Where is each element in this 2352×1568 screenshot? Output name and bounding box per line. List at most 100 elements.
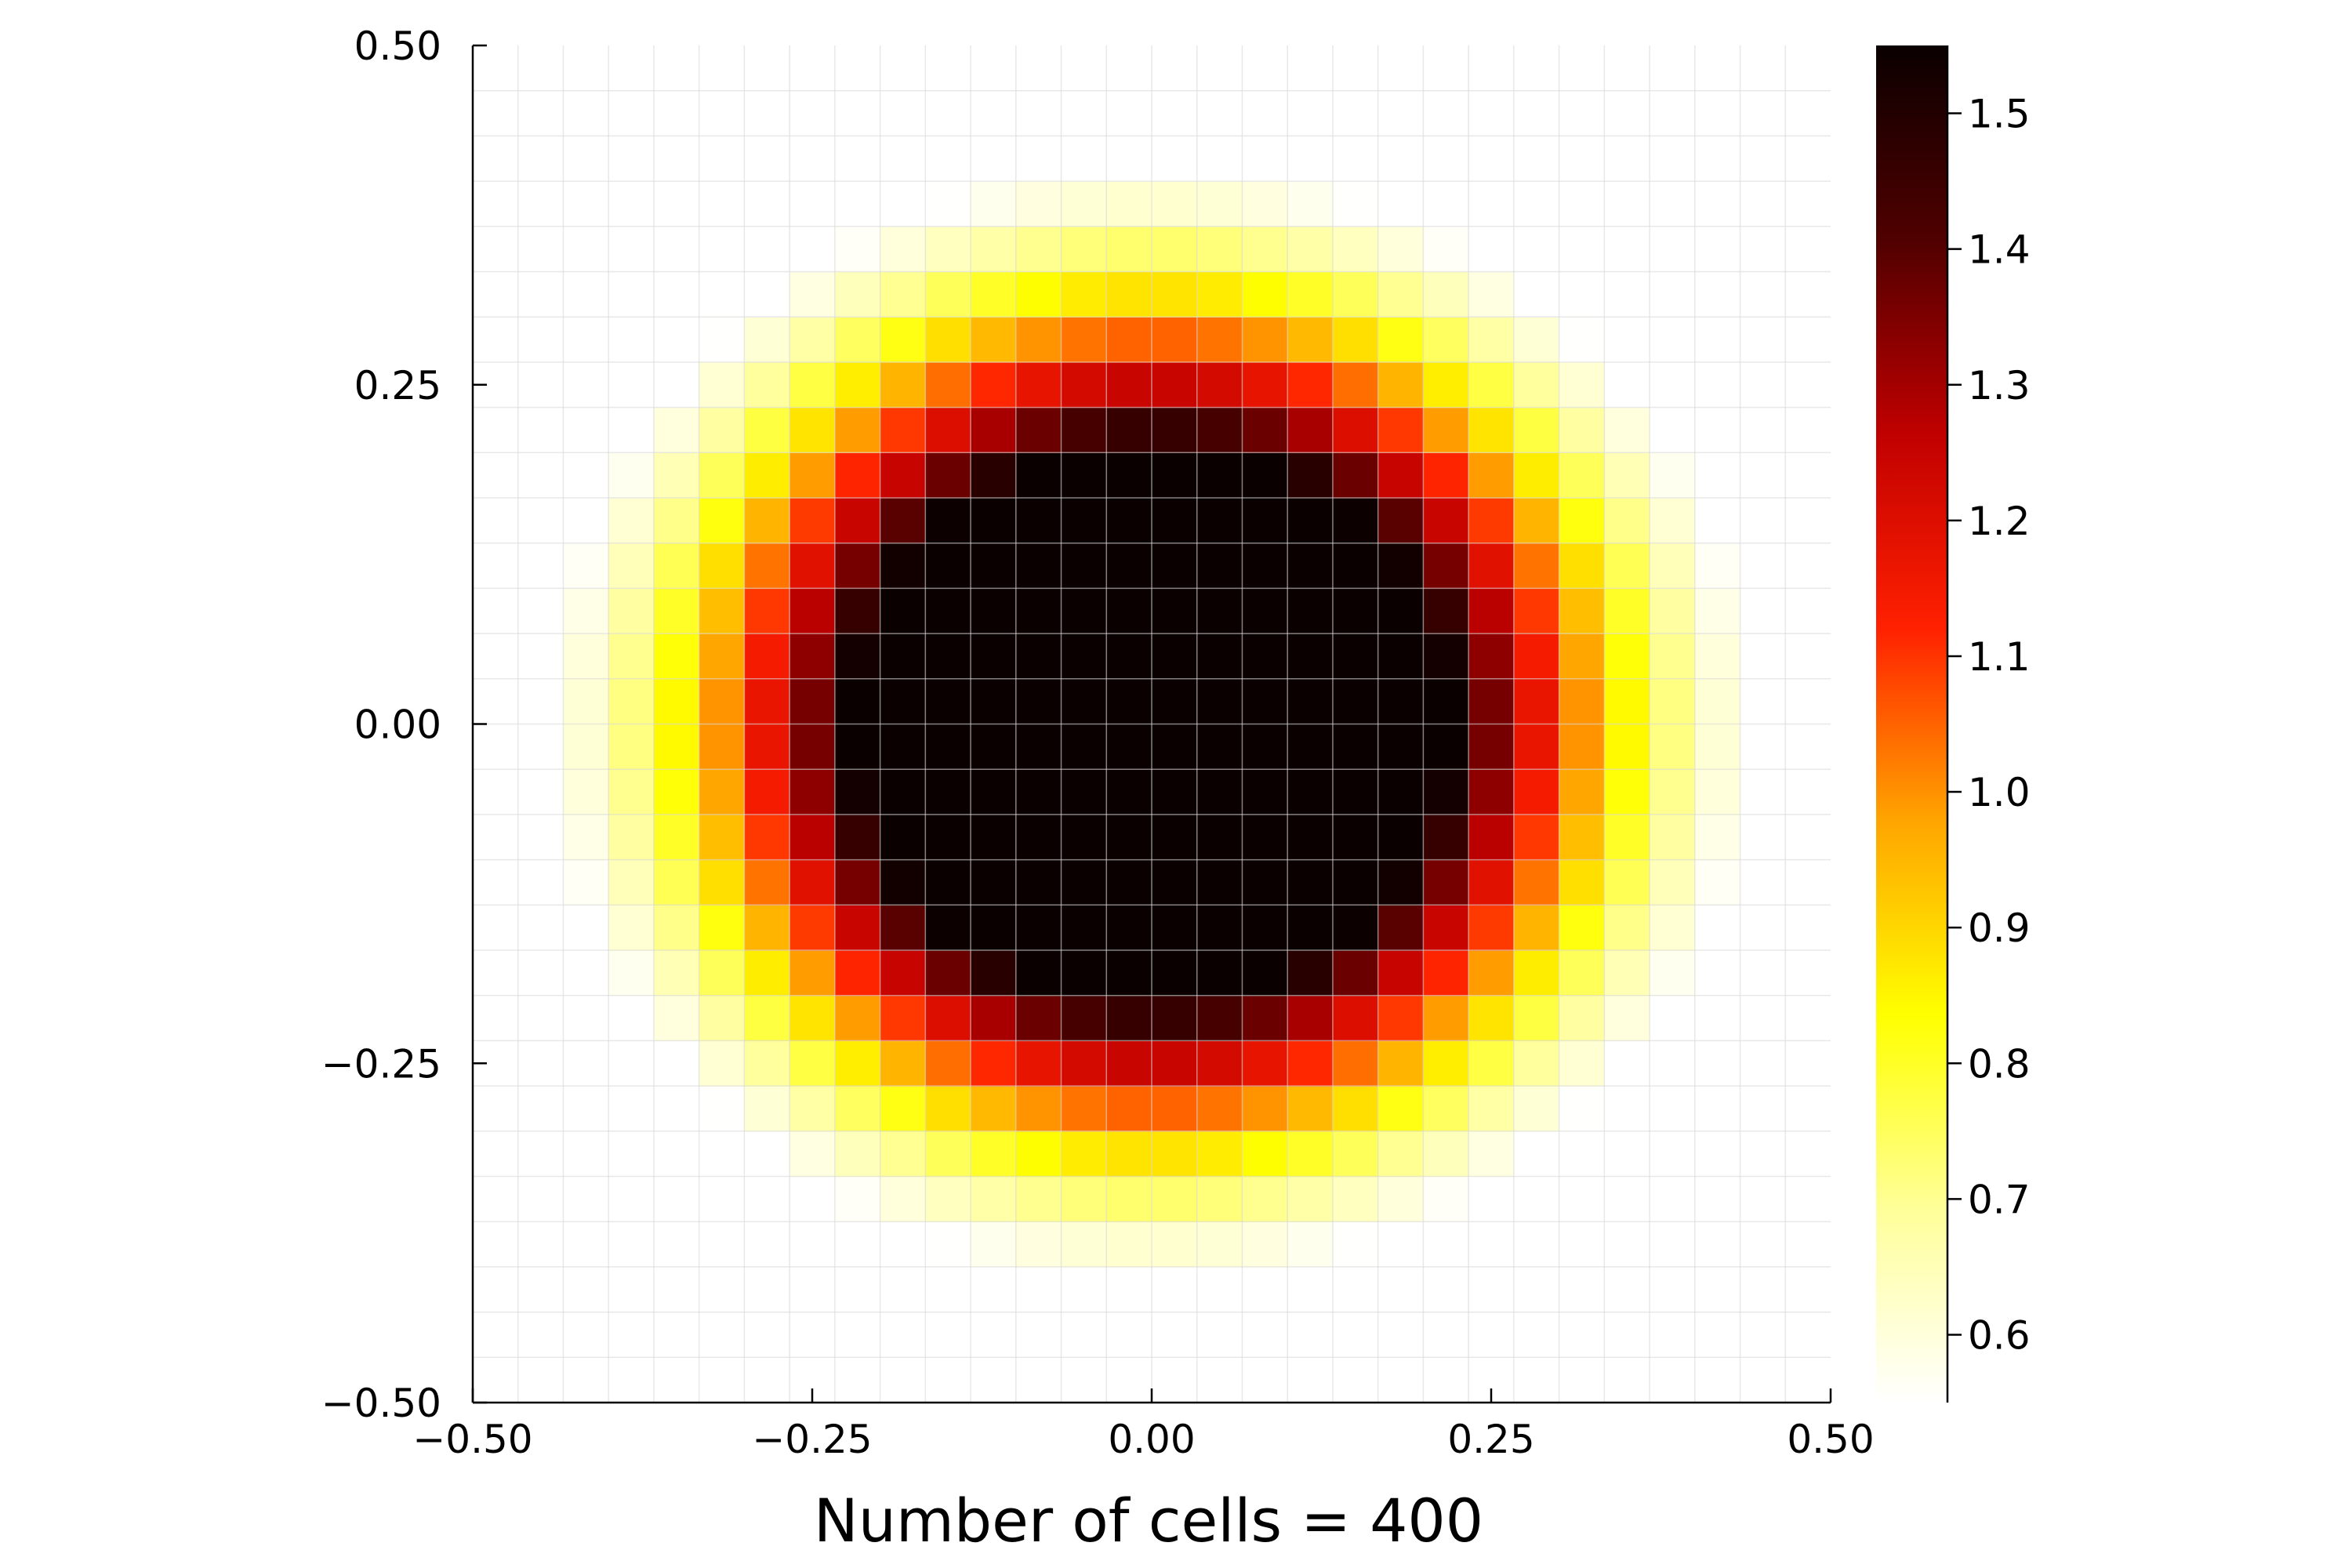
heatmap-cell: [608, 136, 655, 182]
heatmap-cell: [1650, 950, 1696, 996]
heatmap-cell: [1015, 361, 1062, 408]
heatmap-cell: [925, 724, 971, 770]
heatmap-cell: [1015, 90, 1062, 136]
heatmap-cell: [925, 814, 971, 861]
heatmap-cells: [473, 45, 1831, 1403]
heatmap-cell: [789, 588, 836, 634]
heatmap-cell: [1106, 1312, 1152, 1358]
heatmap-cell: [473, 814, 519, 861]
heatmap-cell: [608, 1040, 655, 1087]
heatmap-cell: [1650, 995, 1696, 1041]
heatmap-cell: [1785, 950, 1831, 996]
heatmap-cell: [473, 859, 519, 906]
heatmap-cell: [1152, 859, 1198, 906]
heatmap-cell: [1468, 498, 1515, 544]
heatmap-cell: [925, 769, 971, 815]
heatmap-cell: [517, 1266, 564, 1313]
colorbar-tick-label: 0.8: [1968, 1041, 2031, 1087]
heatmap-cell: [1513, 407, 1560, 453]
heatmap-cell: [1785, 90, 1831, 136]
heatmap-cell: [1242, 950, 1288, 996]
heatmap-cell: [744, 859, 790, 906]
heatmap-cell: [880, 1266, 926, 1313]
heatmap-cell: [1785, 724, 1831, 770]
heatmap-cell: [1513, 1131, 1560, 1178]
heatmap-cell: [1332, 1221, 1379, 1268]
heatmap-cell: [517, 859, 564, 906]
heatmap-cell: [880, 1086, 926, 1132]
heatmap-cell: [1785, 1086, 1831, 1132]
heatmap-cell: [744, 271, 790, 318]
heatmap-cell: [880, 226, 926, 273]
heatmap-cell: [744, 814, 790, 861]
heatmap-cell: [1377, 181, 1424, 227]
heatmap-cell: [517, 543, 564, 589]
heatmap-cell: [699, 588, 745, 634]
heatmap-cell: [1242, 543, 1288, 589]
heatmap-cell: [1106, 1176, 1152, 1222]
heatmap-cell: [473, 724, 519, 770]
heatmap-cell: [1106, 995, 1152, 1041]
heatmap-cell: [1785, 1357, 1831, 1403]
heatmap-cell: [1468, 859, 1515, 906]
heatmap-cell: [744, 543, 790, 589]
heatmap-cell: [1604, 271, 1650, 318]
heatmap-cell: [1152, 633, 1198, 680]
heatmap-cell: [1152, 361, 1198, 408]
heatmap-cell: [744, 1312, 790, 1358]
heatmap-cell: [789, 1266, 836, 1313]
heatmap-cell: [880, 543, 926, 589]
heatmap-cell: [971, 226, 1017, 273]
heatmap-cell: [653, 90, 700, 136]
heatmap-cell: [1785, 407, 1831, 453]
heatmap-cell: [1513, 226, 1560, 273]
heatmap-cell: [1196, 361, 1243, 408]
heatmap-cell: [1287, 498, 1334, 544]
heatmap-cell: [1196, 452, 1243, 499]
heatmap-cell: [1694, 678, 1741, 725]
heatmap-cell: [744, 1131, 790, 1178]
heatmap-cell: [971, 859, 1017, 906]
heatmap-cell: [1152, 1266, 1198, 1313]
heatmap-cell: [1242, 859, 1288, 906]
heatmap-cell: [1332, 361, 1379, 408]
heatmap-cell: [744, 995, 790, 1041]
heatmap-cell: [1740, 317, 1786, 363]
heatmap-cell: [517, 678, 564, 725]
heatmap-cell: [1106, 859, 1152, 906]
heatmap-cell: [834, 905, 881, 951]
heatmap-cell: [1740, 90, 1786, 136]
heatmap-cell: [880, 1176, 926, 1222]
heatmap-cell: [1740, 1312, 1786, 1358]
heatmap-cell: [971, 1040, 1017, 1087]
heatmap-cell: [563, 1221, 609, 1268]
heatmap-cell: [1106, 1357, 1152, 1403]
heatmap-cell: [1332, 1357, 1379, 1403]
heatmap-cell: [1740, 814, 1786, 861]
heatmap-cell: [1196, 407, 1243, 453]
heatmap-cell: [1785, 1312, 1831, 1358]
heatmap-cell: [1152, 498, 1198, 544]
heatmap-cell: [1377, 271, 1424, 318]
heatmap-cell: [1423, 361, 1469, 408]
heatmap-cell: [1650, 1357, 1696, 1403]
heatmap-cell: [1152, 271, 1198, 318]
heatmap-cell: [473, 633, 519, 680]
heatmap-cell: [1377, 361, 1424, 408]
heatmap-cell: [1468, 905, 1515, 951]
heatmap-cell: [1152, 678, 1198, 725]
heatmap-cell: [608, 361, 655, 408]
heatmap-cell: [1694, 543, 1741, 589]
heatmap-cell: [789, 90, 836, 136]
heatmap-cell: [1196, 1221, 1243, 1268]
heatmap-cell: [1559, 814, 1605, 861]
heatmap-cell: [563, 543, 609, 589]
heatmap-cell: [1196, 1176, 1243, 1222]
heatmap-cell: [1740, 905, 1786, 951]
heatmap-cell: [563, 1086, 609, 1132]
heatmap-cell: [789, 271, 836, 318]
heatmap-cell: [653, 498, 700, 544]
heatmap-cell: [1604, 1086, 1650, 1132]
heatmap-cell: [1694, 452, 1741, 499]
heatmap-cell: [1559, 1221, 1605, 1268]
